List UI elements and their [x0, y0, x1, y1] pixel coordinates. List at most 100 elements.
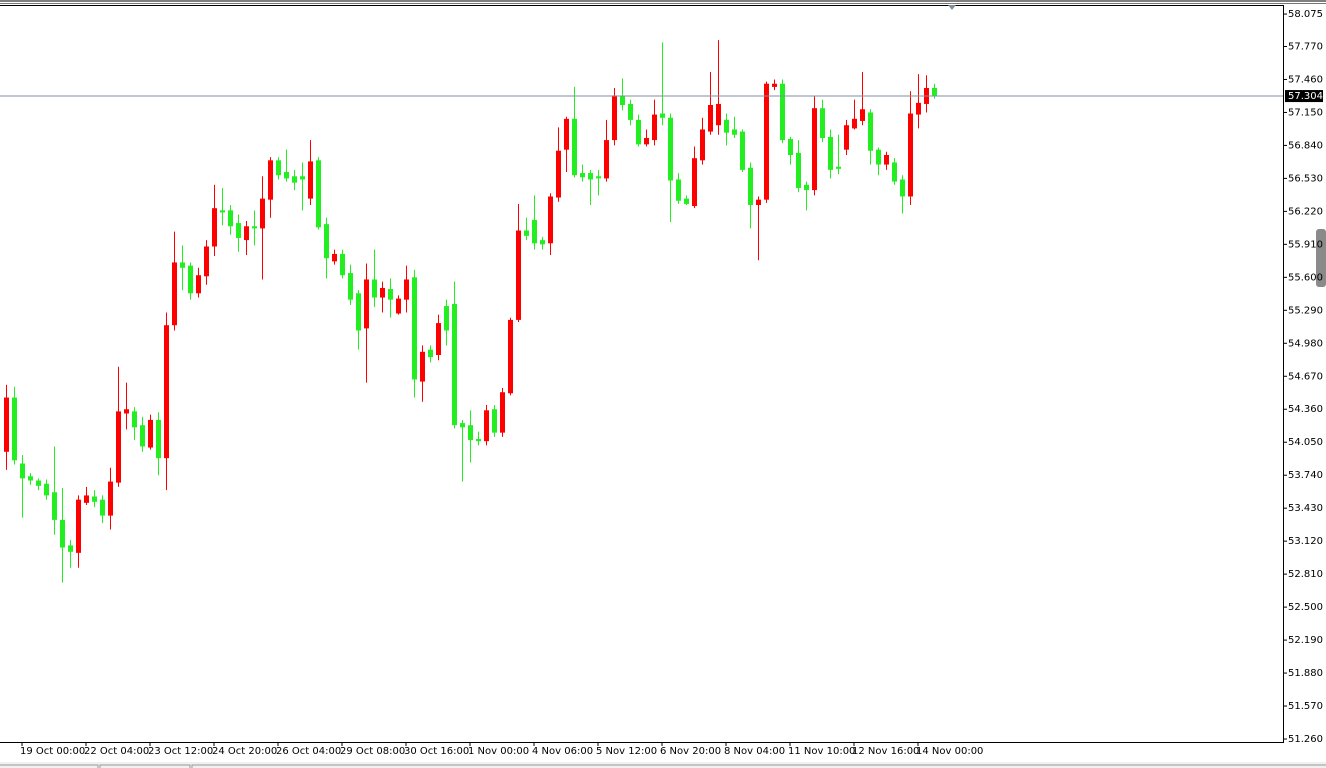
candle-body: [884, 154, 889, 165]
x-tick-label: 12 Nov 16:00: [852, 746, 919, 757]
candle-body: [516, 230, 521, 320]
x-tick-label: 19 Oct 00:00: [20, 746, 85, 757]
candle-body: [772, 83, 777, 87]
candle-body: [244, 226, 249, 241]
candle-body: [708, 104, 713, 132]
candle-body: [492, 409, 497, 433]
candle-body: [44, 483, 49, 496]
candle-body: [876, 149, 881, 165]
candle-body: [532, 219, 537, 244]
candle-body: [812, 108, 817, 191]
candle-body: [204, 246, 209, 277]
y-tick-label: 51.260: [1288, 734, 1323, 745]
candle-body: [908, 113, 913, 197]
candle-body: [612, 95, 617, 141]
candle-body: [140, 425, 145, 447]
candle-body: [628, 103, 633, 120]
candle-body: [476, 439, 481, 442]
candle-body: [308, 161, 313, 199]
candle-body: [380, 287, 385, 298]
y-tick-label: 54.050: [1288, 437, 1323, 448]
candle-body: [4, 397, 9, 452]
candle-body: [580, 173, 585, 178]
candle-body: [452, 303, 457, 426]
y-tick-label: 54.670: [1288, 371, 1323, 382]
x-tick-label: 26 Oct 04:00: [276, 746, 341, 757]
y-tick-label: 52.190: [1288, 635, 1323, 646]
y-tick-label: 55.290: [1288, 305, 1323, 316]
candle-body: [236, 223, 241, 238]
candle-body: [748, 167, 753, 205]
x-tick-label: 14 Nov 00:00: [916, 746, 983, 757]
y-tick-label: 51.570: [1288, 701, 1323, 712]
x-tick-label: 4 Nov 06:00: [532, 746, 593, 757]
candle-body: [508, 319, 513, 394]
x-tick-label: 22 Oct 04:00: [84, 746, 149, 757]
x-tick-label: 23 Oct 12:00: [148, 746, 213, 757]
candle-body: [36, 480, 41, 486]
candle-body: [860, 109, 865, 121]
candle-body: [428, 349, 433, 358]
candle-body: [92, 496, 97, 502]
y-tick-label: 56.840: [1288, 140, 1323, 151]
candle-body: [684, 198, 689, 204]
candle-body: [20, 463, 25, 479]
candle-body: [780, 83, 785, 141]
candle-body: [700, 129, 705, 161]
tab-outline[interactable]: [0, 764, 1326, 768]
candle-body: [372, 279, 377, 298]
y-tick-label: 53.120: [1288, 536, 1323, 547]
candle-body: [100, 499, 105, 516]
scroll-handle[interactable]: [1316, 229, 1326, 287]
plot-frame: [0, 5, 1284, 743]
candle-body: [60, 519, 65, 548]
candle-body: [124, 409, 129, 414]
y-tick-label: 53.430: [1288, 503, 1323, 514]
candle-body: [732, 129, 737, 135]
candle-body: [724, 119, 729, 133]
candle-body: [556, 150, 561, 198]
candle-body: [332, 253, 337, 262]
candle-body: [500, 392, 505, 433]
candle-body: [388, 289, 393, 300]
candle-body: [852, 118, 857, 129]
candle-body: [324, 224, 329, 259]
candle-body: [756, 199, 761, 205]
candle-body: [284, 172, 289, 179]
candle-body: [668, 117, 673, 181]
candle-body: [52, 492, 57, 520]
x-tick-label: 24 Oct 20:00: [212, 746, 277, 757]
price-label-box: [1285, 90, 1323, 103]
x-tick-label: 5 Nov 12:00: [596, 746, 657, 757]
candle-body: [564, 118, 569, 150]
candles: [4, 40, 937, 583]
candle-body: [524, 230, 529, 236]
candle-body: [892, 162, 897, 182]
candle-body: [252, 226, 257, 229]
shift-marker[interactable]: [948, 5, 956, 10]
y-tick-label: 55.910: [1288, 239, 1323, 250]
y-tick-label: 52.810: [1288, 569, 1323, 580]
y-tick-label: 56.220: [1288, 206, 1323, 217]
candle-body: [108, 481, 113, 516]
candle-body: [220, 210, 225, 213]
y-tick-label: 54.980: [1288, 338, 1323, 349]
candle-body: [636, 119, 641, 145]
candle-body: [300, 176, 305, 180]
candle-body: [348, 273, 353, 300]
candle-body: [444, 306, 449, 331]
candle-body: [548, 196, 553, 244]
candle-body: [788, 139, 793, 155]
candle-body: [84, 495, 89, 503]
candle-body: [156, 419, 161, 459]
candle-body: [716, 103, 721, 126]
x-tick-label: 1 Nov 00:00: [468, 746, 529, 757]
candle-body: [412, 277, 417, 380]
candle-body: [804, 184, 809, 191]
candle-body: [316, 160, 321, 228]
candle-body: [196, 275, 201, 294]
candle-body: [900, 179, 905, 197]
y-tick-label: 57.770: [1288, 41, 1323, 52]
candle-body: [404, 279, 409, 300]
